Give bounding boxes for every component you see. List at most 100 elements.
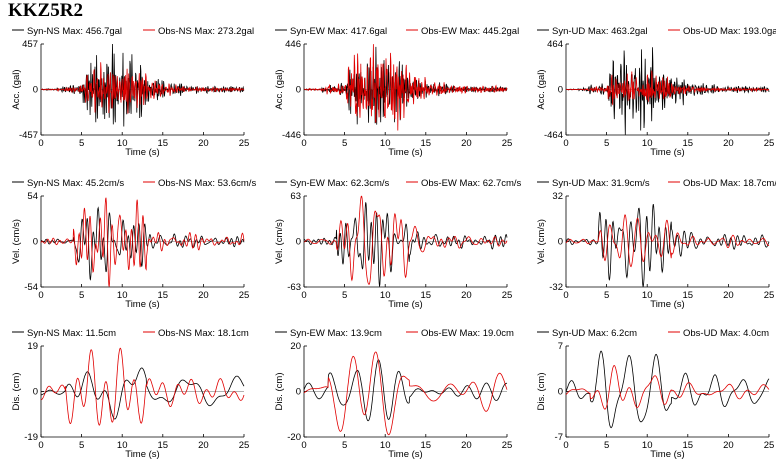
- legend-entry: Obs-UD Max: 18.7cm/s: [683, 178, 776, 189]
- y-axis-label: Dis. (cm): [274, 373, 285, 411]
- y-tick-label: 457: [22, 39, 38, 50]
- x-tick-label: 5: [79, 290, 84, 301]
- x-tick-label: 20: [198, 138, 209, 149]
- legend-entry: Syn-NS Max: 11.5cm: [27, 328, 116, 339]
- y-tick-label: 0: [558, 237, 563, 248]
- legend-entry: Obs-EW Max: 445.2gal: [421, 26, 519, 37]
- y-axis-label: Dis. (cm): [536, 373, 547, 411]
- y-axis-label: Vel. (cm/s): [11, 219, 22, 264]
- x-tick-label: 0: [563, 290, 568, 301]
- x-tick-label: 15: [421, 138, 432, 149]
- x-tick-label: 20: [461, 290, 472, 301]
- x-tick-label: 25: [502, 138, 513, 149]
- panel-6: Syn-UD Max: 31.9cm/s Obs-UD Max: 18.7cm/s…: [536, 178, 776, 310]
- legend-entry: Obs-NS Max: 273.2gal: [158, 26, 254, 37]
- y-tick-label: 0: [33, 237, 38, 248]
- x-tick-label: 10: [117, 440, 128, 451]
- x-tick-label: 10: [380, 440, 391, 451]
- x-tick-label: 20: [198, 290, 209, 301]
- x-tick-label: 5: [342, 138, 347, 149]
- y-axis-label: Vel. (cm/s): [536, 219, 547, 264]
- legend-entry: Obs-NS Max: 18.1cm: [158, 328, 249, 339]
- series-line-obs-ns: [40, 197, 245, 287]
- x-tick-label: 20: [723, 138, 734, 149]
- x-tick-label: 25: [239, 290, 250, 301]
- x-axis-label: Time (s): [650, 299, 684, 310]
- series-line-obs-ew: [303, 351, 508, 436]
- series-line-syn-ew: [303, 359, 508, 422]
- x-tick-label: 25: [239, 138, 250, 149]
- x-tick-label: 20: [461, 440, 472, 451]
- series-line-syn-ud: [565, 350, 770, 429]
- legend-entry: Syn-UD Max: 31.9cm/s: [552, 178, 650, 189]
- y-axis-label: Acc. (gal): [536, 69, 547, 109]
- y-tick-label: -446: [282, 130, 301, 141]
- y-tick-label: 7: [558, 341, 563, 352]
- y-tick-label: -19: [24, 432, 38, 443]
- x-tick-label: 10: [117, 138, 128, 149]
- panel-8: Syn-EW Max: 13.9cm Obs-EW Max: 19.0cm 0 5 10…: [274, 328, 514, 460]
- x-tick-label: 25: [502, 290, 513, 301]
- series-line-syn-ud: [565, 204, 770, 287]
- x-tick-label: 25: [764, 290, 775, 301]
- x-axis-label: Time (s): [125, 299, 159, 310]
- y-axis-label: Acc. (gal): [274, 69, 285, 109]
- series-line-obs-ew: [303, 195, 508, 285]
- x-tick-label: 20: [723, 440, 734, 451]
- x-tick-label: 25: [764, 138, 775, 149]
- series-line-obs-ew: [303, 44, 508, 131]
- legend-entry: Syn-UD Max: 6.2cm: [552, 328, 637, 339]
- legend-entry: Obs-UD Max: 4.0cm: [683, 328, 769, 339]
- legend-entry: Obs-EW Max: 19.0cm: [421, 328, 514, 339]
- y-axis-label: Dis. (cm): [11, 373, 22, 411]
- y-tick-label: 446: [285, 39, 301, 50]
- series-line-obs-ud: [565, 365, 770, 410]
- x-tick-label: 5: [342, 290, 347, 301]
- panel-7: Syn-NS Max: 11.5cm Obs-NS Max: 18.1cm 0 5 10…: [11, 328, 249, 460]
- y-tick-label: 0: [296, 237, 301, 248]
- x-tick-label: 20: [198, 440, 209, 451]
- x-tick-label: 20: [723, 290, 734, 301]
- y-tick-label: -54: [24, 282, 38, 293]
- x-tick-label: 25: [502, 440, 513, 451]
- x-tick-label: 15: [158, 290, 169, 301]
- x-tick-label: 25: [239, 440, 250, 451]
- series-line-obs-ns: [41, 347, 245, 426]
- y-tick-label: -20: [287, 432, 301, 443]
- x-axis-label: Time (s): [388, 449, 422, 460]
- x-tick-label: 15: [421, 440, 432, 451]
- x-tick-label: 20: [461, 138, 472, 149]
- x-tick-label: 5: [342, 440, 347, 451]
- x-tick-label: 15: [683, 440, 694, 451]
- x-tick-label: 0: [301, 138, 306, 149]
- x-tick-label: 15: [158, 440, 169, 451]
- x-tick-label: 5: [79, 440, 84, 451]
- legend-entry: Syn-NS Max: 456.7gal: [27, 26, 122, 37]
- x-axis-label: Time (s): [388, 147, 422, 158]
- panel-3: Syn-UD Max: 463.2gal Obs-UD Max: 193.0gal…: [536, 26, 776, 158]
- x-tick-label: 25: [764, 440, 775, 451]
- y-tick-label: -7: [555, 432, 563, 443]
- y-tick-label: 464: [547, 39, 563, 50]
- x-tick-label: 10: [642, 290, 653, 301]
- x-axis-label: Time (s): [125, 147, 159, 158]
- y-tick-label: 0: [33, 85, 38, 96]
- x-tick-label: 0: [301, 290, 306, 301]
- y-tick-label: -464: [544, 130, 563, 141]
- x-tick-label: 10: [642, 440, 653, 451]
- y-tick-label: 0: [558, 85, 563, 96]
- y-tick-label: 54: [27, 191, 38, 202]
- y-tick-label: 0: [558, 387, 563, 398]
- panel-1: Syn-NS Max: 456.7gal Obs-NS Max: 273.2gal…: [11, 26, 254, 158]
- x-tick-label: 0: [563, 138, 568, 149]
- y-tick-label: 0: [296, 387, 301, 398]
- legend-entry: Syn-EW Max: 13.9cm: [290, 328, 382, 339]
- panel-5: Syn-EW Max: 62.3cm/s Obs-EW Max: 62.7cm/s…: [274, 178, 522, 310]
- x-tick-label: 5: [604, 440, 609, 451]
- panel-9: Syn-UD Max: 6.2cm Obs-UD Max: 4.0cm 0 5 10 15…: [536, 328, 774, 460]
- legend-entry: Obs-NS Max: 53.6cm/s: [158, 178, 256, 189]
- legend-entry: Syn-EW Max: 417.6gal: [290, 26, 387, 37]
- x-tick-label: 5: [604, 138, 609, 149]
- x-axis-label: Time (s): [125, 449, 159, 460]
